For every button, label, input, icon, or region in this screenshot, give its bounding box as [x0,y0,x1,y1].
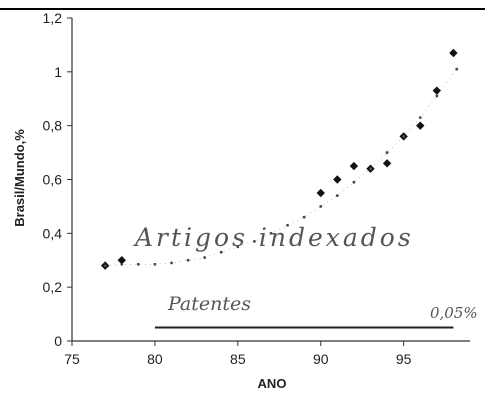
series-layer [100,48,459,329]
trend-dot [418,116,422,119]
patent-value-annotation: 0,05% [430,304,478,322]
y-tick-label: 1 [54,64,62,80]
data-point [349,161,359,171]
trend-dot [335,194,339,198]
x-tick-labels: 75 80 85 90 95 [64,341,412,367]
data-point [432,86,442,95]
x-tick-label: 90 [313,351,329,367]
y-tick-label: 0,2 [43,279,63,295]
data-point [449,48,458,58]
articles-annotation: Artigos indexados [133,223,414,252]
trend-dot [402,135,406,138]
trend-dot [253,240,256,243]
x-tick-label: 95 [396,351,412,367]
trend-dot [236,245,240,249]
trend-dot [352,180,356,184]
trend-line [105,68,457,266]
data-point [316,188,325,198]
trend-dot [136,262,140,266]
trend-dot [120,262,124,266]
trend-dot [219,250,223,254]
y-axis-title: Brasil/Mundo,% [12,129,27,227]
x-tick-label: 75 [64,351,80,367]
trend-dot [170,261,173,265]
y-tick-label: 0,6 [43,172,63,188]
trend-dot [153,262,157,266]
data-point [333,175,342,184]
data-point [382,159,392,168]
trend-dot [286,223,289,227]
y-tick-label: 1,2 [43,10,63,26]
x-tick-label: 80 [147,351,163,367]
trend-dot [319,205,323,208]
data-point [416,121,425,130]
y-tick-labels: 0 0,2 0,4 0,6 0,8 1 1,2 [43,10,72,349]
data-point [117,256,126,265]
trend-dot [302,215,306,219]
trend-dot [385,151,389,154]
trend-dot [369,167,372,171]
patents-annotation: Patentes [167,293,251,315]
y-tick-label: 0,8 [43,118,63,134]
trend-dot [186,258,190,262]
x-axis-title: ANO [258,376,287,391]
trend-dot [455,67,459,71]
y-tick-label: 0,4 [43,225,63,241]
y-tick-label: 0 [54,333,62,349]
x-tick-label: 85 [230,351,246,367]
trend-dot [435,94,439,98]
